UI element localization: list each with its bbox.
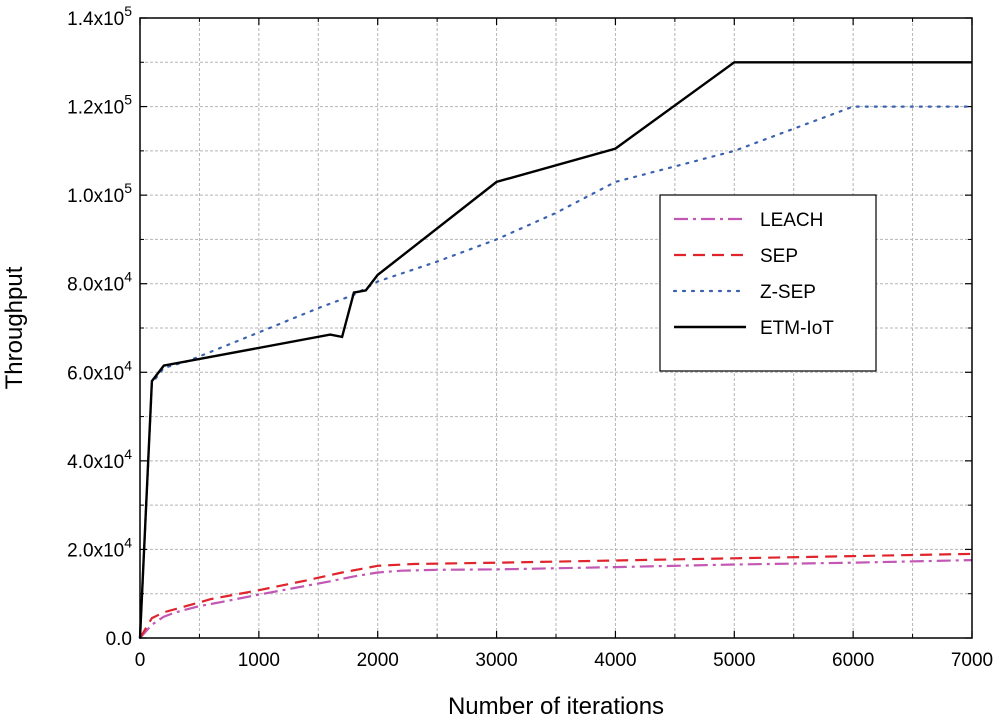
x-tick-label: 3000 xyxy=(475,650,517,671)
x-tick-label: 1000 xyxy=(238,650,280,671)
y-tick-label: 1.4x105 xyxy=(67,3,132,30)
legend-label-sep: SEP xyxy=(760,246,798,267)
legend-label-leach: LEACH xyxy=(760,210,823,231)
y-tick-label: 8.0x104 xyxy=(67,269,132,296)
legend-box xyxy=(659,194,877,372)
plot-frame xyxy=(139,17,973,639)
series-lines xyxy=(138,61,974,640)
legend-label-z-sep: Z-SEP xyxy=(760,282,816,303)
y-tick-label: 0.0 xyxy=(106,629,132,650)
x-axis-title: Number of iterations xyxy=(448,693,664,720)
legend: LEACH SEP Z-SEP ETM-IoT xyxy=(659,194,877,372)
x-tick-labels: 0 1000 2000 3000 4000 5000 6000 7000 xyxy=(135,650,993,671)
x-tick-label: 7000 xyxy=(951,650,993,671)
y-tick-label: 1.2x105 xyxy=(67,92,132,119)
series-line-sep xyxy=(139,552,973,639)
y-tick-label: 2.0x104 xyxy=(67,534,132,561)
x-tick-label: 4000 xyxy=(594,650,636,671)
legend-label-etm-iot: ETM-IoT xyxy=(760,318,834,339)
y-tick-label: 4.0x104 xyxy=(67,446,132,473)
series-line-etm-iot xyxy=(138,61,972,639)
y-tick-label: 1.0x105 xyxy=(67,180,132,207)
y-tick-labels: 0.0 2.0x104 4.0x104 6.0x104 8.0x104 1.0x105 1.… xyxy=(67,3,132,650)
y-axis-title: Throughput xyxy=(1,266,28,389)
y-tick-label: 6.0x104 xyxy=(67,357,132,384)
x-tick-label: 0 xyxy=(135,650,146,671)
x-tick-label: 2000 xyxy=(357,650,399,671)
x-tick-label: 6000 xyxy=(832,650,874,671)
x-tick-label: 5000 xyxy=(713,650,755,671)
